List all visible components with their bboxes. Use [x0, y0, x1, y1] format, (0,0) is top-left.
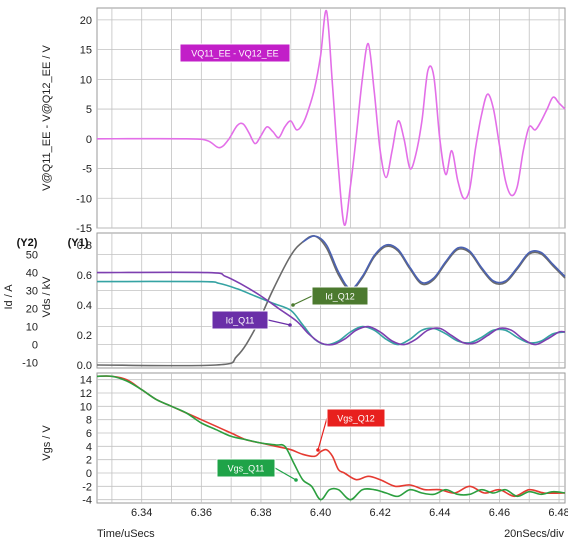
annotation-arrow-tip: [294, 478, 298, 482]
y-tick-label: 0.0: [77, 360, 92, 372]
annotation-box: [216, 458, 276, 478]
annotation-arrow: [267, 319, 291, 326]
x-tick-label: 6.40: [310, 507, 331, 519]
plot-area: [96, 7, 566, 229]
annotation-label: Vgs_Q11: [228, 464, 265, 474]
annotation-label: Vgs_Q12: [337, 414, 375, 424]
time-scale-note: 20nSecs/div: [504, 528, 564, 540]
y-tick-label: 5: [86, 104, 92, 116]
annotation-arrow: [274, 467, 297, 481]
series-line-2-1: [96, 375, 566, 501]
y-tick-label: 0.8: [77, 240, 92, 252]
panel-drain-current-voltage: -10 0 10 20 30 40 50 0.0 0.2 0.4 0.6 0.8 Id_Q12 Id_Q1…: [22, 232, 566, 372]
series-line-1-3: [96, 271, 566, 346]
y-tick-label: 8: [86, 415, 92, 427]
annotation-box: [179, 43, 291, 63]
y-tick-label: 4: [86, 441, 92, 453]
y-tick-label: -15: [76, 223, 92, 235]
x-tick-label: 6.42: [369, 507, 390, 519]
annotation-arrow-tip: [288, 323, 292, 327]
y-tick-label: 10: [80, 401, 92, 413]
annotation-label: VQ11_EE - VQ12_EE: [191, 49, 278, 59]
series-line-1-0: [96, 235, 566, 367]
y-tick-label: 0.6: [77, 270, 92, 282]
y2-tick-label: 30: [26, 286, 38, 298]
panel-1-ylabel: Vds / kV: [41, 276, 53, 318]
series-line-1-2: [96, 280, 566, 346]
annotation-arrow: [317, 417, 328, 451]
y1-axis-badge: (Y1): [68, 237, 89, 249]
y-tick-label: 0.2: [77, 330, 92, 342]
y-tick-label: 0: [86, 134, 92, 146]
y2-tick-label: 40: [26, 268, 38, 280]
y-tick-label: 2: [86, 455, 92, 467]
x-tick-label: 6.46: [489, 507, 510, 519]
y2-tick-label: 50: [26, 250, 38, 262]
annotation-label: Id_Q12: [325, 292, 355, 302]
x-axis-label: Time/uSecs: [97, 528, 155, 540]
y-tick-label: 20: [80, 15, 92, 27]
x-tick-label: 6.36: [191, 507, 212, 519]
x-tick-label: 6.34: [131, 507, 152, 519]
series-line-0-0: [96, 10, 566, 226]
y2-tick-label: 0: [32, 340, 38, 352]
x-tick-label: 6.38: [250, 507, 271, 519]
y-tick-label: 12: [80, 388, 92, 400]
annotation-box: [311, 286, 369, 306]
axis-labels: V@Q11_EE - V@Q12_EE / V Id / A Vds / kV …: [3, 45, 564, 540]
y-tick-label: -10: [76, 193, 92, 205]
y2-tick-label: -10: [22, 358, 38, 370]
annotation-label: Id_Q11: [226, 316, 255, 326]
y2-tick-label: 20: [26, 304, 38, 316]
annotation-box: [211, 310, 269, 330]
y-tick-label: 15: [80, 45, 92, 57]
annotation-box: [326, 408, 386, 428]
y-tick-label: -4: [82, 495, 92, 507]
y2-axis-badge: (Y2): [17, 237, 38, 249]
panel-2-ylabel: Vgs / V: [41, 425, 53, 461]
series-line-1-1: [302, 235, 566, 290]
panel-differential-voltage: -15 -10 -5 0 5 10 15 20 VQ11_EE - VQ12_EE: [76, 7, 566, 235]
y-tick-label: 0.4: [77, 300, 92, 312]
panel-0-ylabel: V@Q11_EE - V@Q12_EE / V: [41, 45, 53, 191]
y-tick-label: -2: [82, 481, 92, 493]
y-tick-label: 6: [86, 428, 92, 440]
annotation-arrow-tip: [291, 303, 295, 307]
y-tick-label: 0: [86, 468, 92, 480]
plot-area: [96, 372, 566, 504]
y-tick-label: -5: [82, 164, 92, 176]
y-tick-label: 10: [80, 74, 92, 86]
x-tick-label: 6.48: [548, 507, 568, 519]
annotation-arrow-tip: [316, 448, 320, 452]
annotation-arrow: [292, 295, 313, 306]
panel-1-y2label: Id / A: [3, 284, 15, 310]
y2-tick-label: 10: [26, 322, 38, 334]
x-tick-label: 6.44: [429, 507, 450, 519]
y-tick-label: 14: [80, 375, 92, 387]
